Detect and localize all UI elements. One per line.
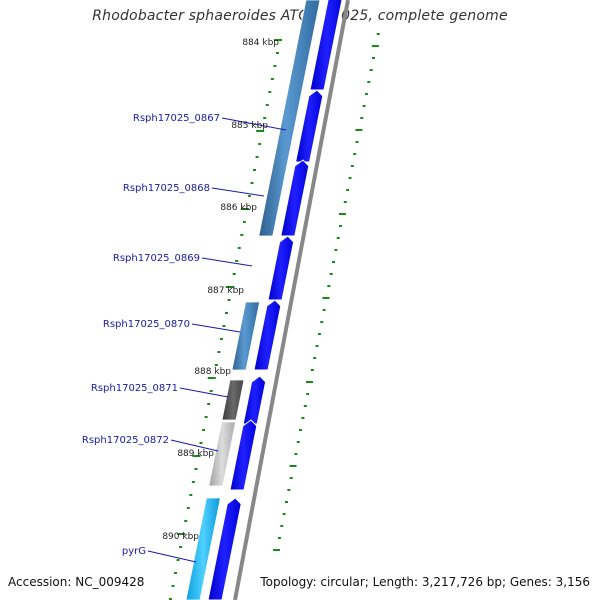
backbone-line bbox=[233, 0, 350, 600]
class-block-0867-0868 bbox=[258, 0, 321, 237]
gene-label: Rsph17025_0868 bbox=[123, 183, 210, 194]
cds-arrow-0867 bbox=[294, 89, 324, 163]
gene-labels: Rsph17025_0867 Rsph17025_0868 Rsph17025_08… bbox=[82, 113, 220, 557]
leader-line bbox=[201, 257, 253, 267]
cds-arrow-0871 bbox=[242, 375, 267, 425]
cds-arrow-0872 bbox=[229, 419, 258, 491]
cds-arrow-pyrG bbox=[207, 497, 242, 600]
kbp-labels: 884 kbp 885 kbp 886 kbp 887 kbp 888 kbp 889 k… bbox=[162, 38, 279, 542]
gene-label: Rsph17025_0870 bbox=[103, 319, 190, 330]
class-block-0872 bbox=[208, 421, 237, 487]
kbp-label: 884 kbp bbox=[242, 38, 279, 48]
gene-leader-lines bbox=[147, 117, 287, 563]
cds-arrow-0869 bbox=[267, 235, 295, 301]
gene-label: Rsph17025_0869 bbox=[113, 253, 200, 264]
cds-track bbox=[207, 0, 343, 600]
class-track bbox=[185, 0, 321, 600]
scale-ticks bbox=[168, 39, 282, 600]
leader-line bbox=[191, 323, 241, 333]
gene-label: pyrG bbox=[122, 546, 146, 557]
class-block-pyrG bbox=[185, 497, 221, 600]
genome-summary-text: Topology: circular; Length: 3,217,726 bp… bbox=[260, 575, 590, 589]
gene-label: Rsph17025_0867 bbox=[133, 113, 220, 124]
cds-arrow-0870 bbox=[253, 299, 282, 371]
kbp-label: 887 kbp bbox=[207, 286, 244, 296]
class-block-0870 bbox=[231, 301, 261, 371]
kbp-label: 890 kbp bbox=[162, 532, 199, 542]
kbp-label: 888 kbp bbox=[194, 367, 231, 377]
class-block-0871 bbox=[221, 379, 245, 421]
accession-text: Accession: NC_009428 bbox=[8, 575, 145, 589]
leader-line bbox=[170, 439, 219, 452]
leader-line bbox=[179, 387, 229, 398]
kbp-label: 885 kbp bbox=[231, 121, 268, 131]
gene-label: Rsph17025_0871 bbox=[91, 383, 178, 394]
leader-line bbox=[221, 117, 287, 131]
kbp-label: 886 kbp bbox=[220, 203, 257, 213]
leader-line bbox=[147, 550, 197, 563]
kbp-label: 889 kbp bbox=[177, 449, 214, 459]
gene-label: Rsph17025_0872 bbox=[82, 435, 169, 446]
outer-scale-dots bbox=[273, 33, 380, 551]
cds-arrow-0868 bbox=[280, 159, 310, 237]
leader-line bbox=[211, 187, 265, 197]
genome-title: Rhodobacter sphaeroides ATCC 17025, comp… bbox=[92, 8, 508, 24]
cds-arrow-upstream bbox=[309, 0, 343, 91]
